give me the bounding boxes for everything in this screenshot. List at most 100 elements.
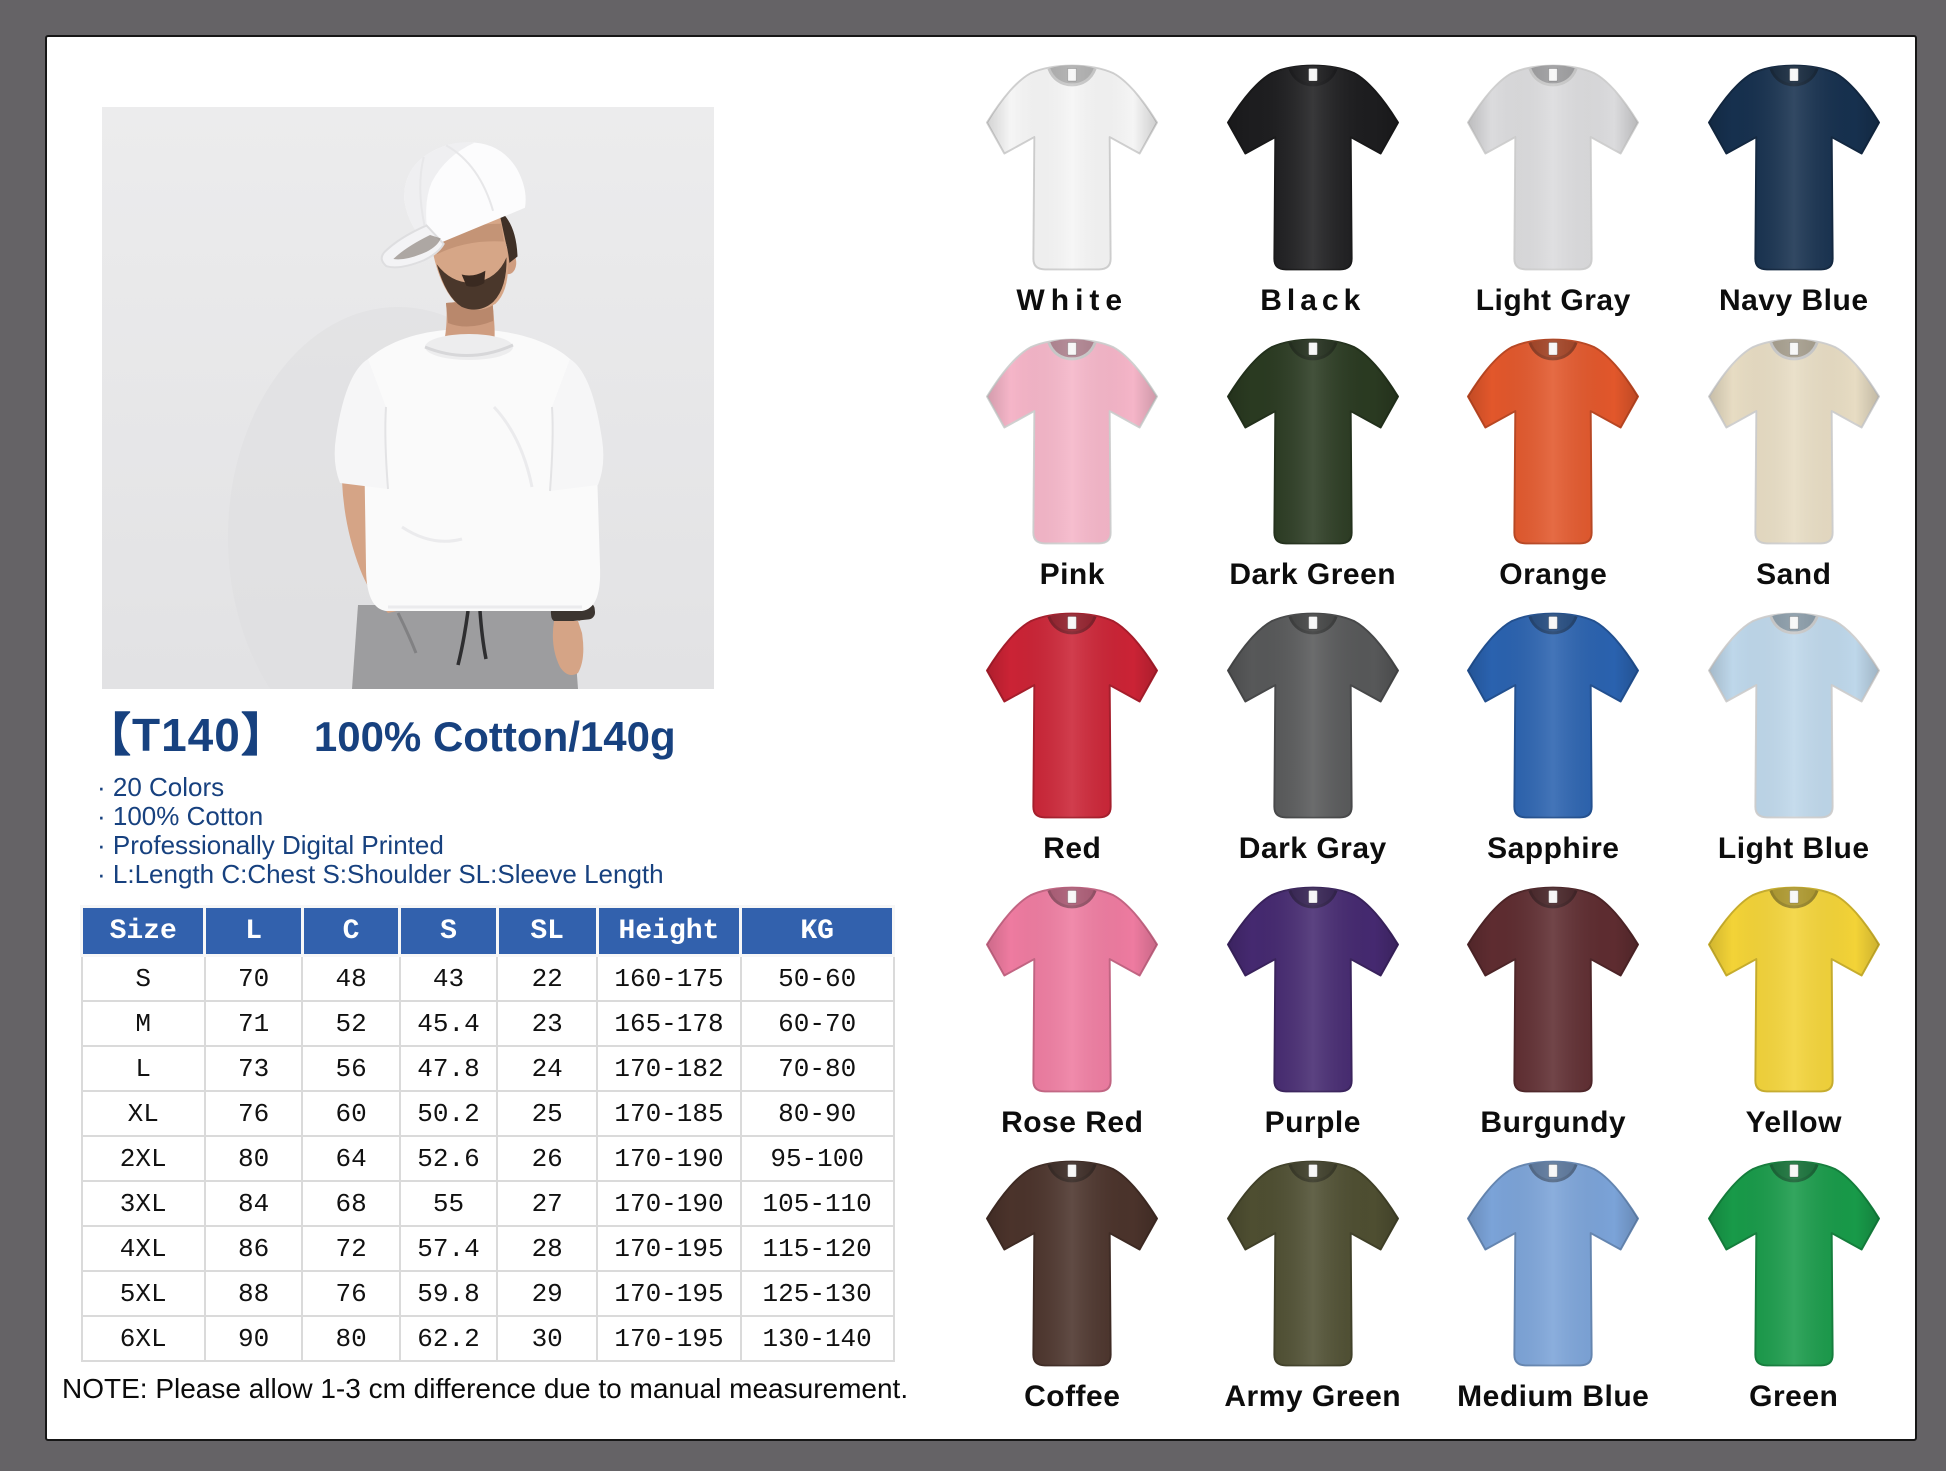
color-swatch-black: Black: [1193, 53, 1434, 327]
color-label-sapphire: Sapphire: [1487, 832, 1620, 865]
table-cell: 125-130: [739, 1270, 895, 1317]
table-row: L 73 56 47.8 24 170-182 70-80: [80, 1045, 895, 1092]
tshirt-icon: [1467, 886, 1640, 1093]
table-cell: 5XL: [80, 1270, 206, 1317]
column-header-c: C: [300, 905, 402, 957]
table-cell: 43: [398, 954, 499, 1002]
page-title: 100% Cotton/140g: [313, 713, 676, 760]
table-row: S 70 48 43 22 160-175 50-60: [80, 954, 895, 1002]
table-cell: 24: [496, 1045, 599, 1092]
color-swatch-sand: Sand: [1674, 327, 1915, 601]
feature-item-1: · 100% Cotton: [97, 801, 264, 831]
size-table: Size L C S SL Height KG S 70 48 43 22 160-175 50-60 M…: [79, 905, 895, 1362]
table-cell: 52: [301, 1000, 401, 1047]
color-swatch-coffee: Coffee: [952, 1149, 1193, 1423]
product-sheet: 【T140】 100% Cotton/140g · 20 Colors · 100%…: [45, 35, 1917, 1441]
color-swatch-white: White: [952, 53, 1193, 327]
table-cell: 95-100: [739, 1135, 895, 1182]
table-cell: 160-175: [596, 954, 742, 1002]
column-header-kg: KG: [739, 905, 895, 957]
color-label-dark-gray: Dark Gray: [1238, 832, 1387, 865]
table-cell: 115-120: [739, 1225, 895, 1272]
color-swatch-sapphire: Sapphire: [1433, 601, 1674, 875]
table-cell: 76: [203, 1090, 304, 1137]
table-cell: 70: [203, 954, 304, 1002]
color-swatch-light-blue: Light Blue: [1674, 601, 1915, 875]
table-cell: 25: [496, 1090, 599, 1137]
color-swatch-army-green: Army Green: [1193, 1149, 1434, 1423]
model-head: [380, 142, 526, 310]
feature-item-2: · Professionally Digital Printed: [97, 830, 444, 860]
color-label-medium-blue: Medium Blue: [1457, 1380, 1650, 1413]
color-swatch-dark-gray: Dark Gray: [1193, 601, 1434, 875]
tshirt-icon: [1707, 1160, 1880, 1367]
table-cell: 88: [203, 1270, 304, 1317]
table-cell: 170-195: [596, 1270, 742, 1317]
tshirt-icon: [986, 338, 1159, 545]
table-cell: 60: [301, 1090, 401, 1137]
color-label-coffee: Coffee: [1024, 1380, 1121, 1413]
color-label-green: Green: [1749, 1380, 1839, 1413]
table-cell: 80: [203, 1135, 304, 1182]
table-cell: 52.6: [398, 1135, 499, 1182]
table-cell: 59.8: [398, 1270, 499, 1317]
color-swatch-purple: Purple: [1193, 875, 1434, 1149]
table-cell: 71: [203, 1000, 304, 1047]
color-label-orange: Orange: [1499, 558, 1608, 591]
column-header-height: Height: [595, 905, 743, 957]
table-row: XL 76 60 50.2 25 170-185 80-90: [80, 1090, 895, 1137]
table-cell: 105-110: [739, 1180, 895, 1227]
feature-item-3: · L:Length C:Chest S:Shoulder SL:Sleeve …: [97, 859, 664, 889]
tshirt-icon: [1467, 338, 1640, 545]
table-row: 4XL 86 72 57.4 28 170-195 115-120: [80, 1225, 895, 1272]
table-row: 2XL 80 64 52.6 26 170-190 95-100: [80, 1135, 895, 1182]
tshirt-icon: [1226, 64, 1399, 271]
color-swatch-red: Red: [952, 601, 1193, 875]
tshirt-icon: [986, 612, 1159, 819]
tshirt-icon: [1707, 612, 1880, 819]
tshirt-icon: [986, 886, 1159, 1093]
column-header-s: S: [398, 905, 499, 957]
table-cell: 56: [301, 1045, 401, 1092]
table-row: 3XL 84 68 55 27 170-190 105-110: [80, 1180, 895, 1227]
table-cell: 47.8: [398, 1045, 499, 1092]
table-cell: 90: [203, 1315, 304, 1362]
table-cell: M: [80, 1000, 206, 1047]
color-label-dark-green: Dark Green: [1229, 558, 1397, 591]
table-cell: 170-185: [596, 1090, 742, 1137]
table-cell: 28: [496, 1225, 599, 1272]
model-photo: [102, 107, 714, 689]
table-cell: 22: [496, 954, 599, 1002]
color-swatch-burgundy: Burgundy: [1433, 875, 1674, 1149]
tshirt-icon: [1467, 612, 1640, 819]
color-label-burgundy: Burgundy: [1480, 1106, 1627, 1139]
tshirt-icon: [1226, 612, 1399, 819]
table-cell: 50-60: [739, 954, 895, 1002]
tshirt-icon: [986, 64, 1159, 271]
table-cell: 68: [301, 1180, 401, 1227]
color-swatch-dark-green: Dark Green: [1193, 327, 1434, 601]
table-cell: 27: [496, 1180, 599, 1227]
color-swatch-orange: Orange: [1433, 327, 1674, 601]
table-cell: 80-90: [739, 1090, 895, 1137]
color-swatch-light-gray: Light Gray: [1433, 53, 1674, 327]
table-cell: 80: [301, 1315, 401, 1362]
table-cell: 50.2: [398, 1090, 499, 1137]
feature-list: · 20 Colors · 100% Cotton · Professionally…: [97, 773, 664, 889]
color-swatch-navy-blue: Navy Blue: [1674, 53, 1915, 327]
color-swatch-pink: Pink: [952, 327, 1193, 601]
table-cell: L: [80, 1045, 206, 1092]
table-cell: 55: [398, 1180, 499, 1227]
color-label-pink: Pink: [1039, 558, 1105, 591]
table-cell: 64: [301, 1135, 401, 1182]
tshirt-icon: [1467, 64, 1640, 271]
table-cell: 130-140: [739, 1315, 895, 1362]
color-label-purple: Purple: [1264, 1106, 1361, 1139]
feature-item-0: · 20 Colors: [97, 772, 225, 802]
tshirt-icon: [1707, 338, 1880, 545]
column-header-sl: SL: [495, 905, 599, 957]
table-cell: S: [80, 954, 206, 1002]
color-label-red: Red: [1043, 832, 1102, 865]
table-cell: 170-182: [596, 1045, 742, 1092]
table-cell: 6XL: [80, 1315, 206, 1362]
